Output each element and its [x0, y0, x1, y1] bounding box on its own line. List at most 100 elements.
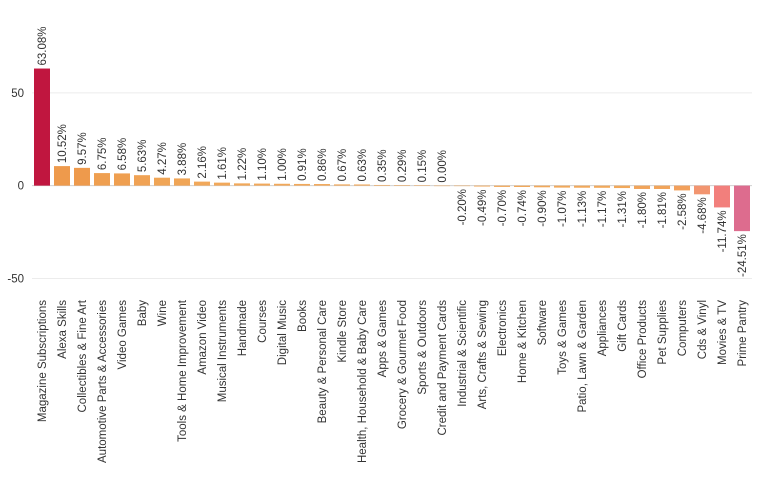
bar	[254, 183, 270, 186]
value-label: 9.57%	[77, 132, 89, 165]
bar	[174, 178, 190, 186]
x-tick-label: Movies & TV	[717, 300, 729, 365]
x-tick-label: Alexa Skills	[57, 300, 69, 359]
value-label: 63.08%	[37, 27, 49, 66]
value-label: 1.10%	[257, 148, 269, 181]
x-tick-label: Arts, Crafts & Sewing	[477, 300, 489, 409]
value-label: -1.17%	[597, 191, 609, 227]
value-label: -24.51%	[737, 234, 749, 277]
value-label: 6.58%	[117, 138, 129, 171]
bar	[434, 185, 450, 187]
x-tick-label: Tools & Home Improvement	[177, 299, 189, 442]
value-label: 0.35%	[377, 149, 389, 182]
bar	[94, 173, 110, 186]
x-tick-label: Patio, Lawn & Garden	[577, 300, 589, 413]
value-label: -1.13%	[577, 191, 589, 227]
bar	[654, 185, 670, 189]
x-tick-label: Courses	[257, 300, 269, 343]
bar	[234, 183, 250, 186]
x-tick-label: Health, Household & Baby Care	[357, 300, 369, 463]
x-tick-label: Pet Supplies	[657, 300, 669, 365]
x-tick-label: Grocery & Gourmet Food	[397, 300, 409, 429]
x-tick-label: Prime Pantry	[737, 300, 749, 367]
value-label: 6.75%	[97, 137, 109, 170]
value-label: 5.63%	[137, 140, 149, 173]
bar	[514, 185, 530, 187]
x-tick-label: Industrial & Scientific	[457, 300, 469, 407]
bar	[114, 173, 130, 186]
bar	[614, 185, 630, 189]
value-label: -2.58%	[677, 193, 689, 229]
x-tick-label: Collectibles & Fine Art	[77, 299, 89, 412]
x-tick-label: Office Products	[637, 300, 649, 379]
x-tick-label: Musical Instruments	[217, 300, 229, 403]
bar	[574, 185, 590, 188]
bar	[674, 185, 690, 191]
value-label: 0.86%	[317, 148, 329, 181]
bar	[394, 185, 410, 186]
value-label: 1.00%	[277, 148, 289, 181]
bar	[294, 183, 310, 186]
x-tick-label: Appliances	[597, 300, 609, 357]
x-tick-label: Wine	[157, 300, 169, 326]
bar	[734, 185, 750, 232]
value-label: 3.88%	[177, 143, 189, 176]
value-label: 0.91%	[297, 148, 309, 181]
x-tick-label: Magazine Subscriptions	[37, 300, 49, 422]
bar	[594, 185, 610, 188]
x-tick-label: Apps & Games	[377, 300, 389, 378]
x-tick-label: Home & Kitchen	[517, 300, 529, 383]
value-label: 1.22%	[237, 148, 249, 181]
value-label: 10.52%	[57, 124, 69, 163]
x-tick-label: Sports & Outdoors	[417, 300, 429, 395]
x-tick-label: Kindle Store	[337, 300, 349, 363]
x-tick-label: Handmade	[237, 300, 249, 356]
bar	[714, 185, 730, 208]
bar	[134, 175, 150, 186]
value-label: -0.20%	[457, 189, 469, 225]
y-tick-label: -50	[7, 273, 24, 285]
bar	[74, 167, 90, 186]
bar	[694, 185, 710, 195]
bar	[34, 68, 50, 186]
value-label: -11.74%	[717, 210, 729, 252]
x-tick-label: Software	[537, 300, 549, 345]
value-label: -1.31%	[617, 191, 629, 227]
bar	[554, 185, 570, 188]
value-label: -0.90%	[537, 190, 549, 226]
bar	[274, 183, 290, 186]
value-label: 2.16%	[197, 146, 209, 179]
value-label: 1.61%	[217, 147, 229, 180]
value-label: -4.68%	[697, 197, 709, 233]
value-label: -1.81%	[657, 192, 669, 228]
bar	[634, 185, 650, 189]
value-label: 0.63%	[357, 149, 369, 182]
bar	[494, 185, 510, 187]
bar	[214, 182, 230, 186]
value-label: -0.70%	[497, 190, 509, 226]
x-tick-label: Credit and Payment Cards	[437, 300, 449, 436]
x-tick-label: Amazon Video	[197, 300, 209, 375]
value-label: -0.74%	[517, 190, 529, 226]
bar	[374, 184, 390, 186]
bar	[414, 185, 430, 186]
bar	[54, 166, 70, 186]
x-tick-label: Baby	[137, 300, 149, 326]
x-tick-label: Automotive Parts & Accessories	[97, 300, 109, 463]
bar	[334, 184, 350, 186]
x-tick-label: Video Games	[117, 300, 129, 370]
y-tick-label: 0	[18, 181, 24, 193]
x-tick-label: Gift Cards	[617, 300, 629, 352]
x-tick-label: Beauty & Personal Care	[317, 300, 329, 423]
value-label: 0.15%	[417, 150, 429, 183]
x-tick-label: Books	[297, 300, 309, 332]
bar	[534, 185, 550, 188]
bar	[154, 177, 170, 186]
x-tick-label: Toys & Games	[557, 300, 569, 375]
value-label: -1.80%	[637, 192, 649, 228]
value-label: 0.67%	[337, 149, 349, 182]
x-tick-label: Digital Music	[277, 300, 289, 365]
x-tick-label: Cds & Vinyl	[697, 300, 709, 359]
y-tick-label: 50	[11, 88, 24, 100]
